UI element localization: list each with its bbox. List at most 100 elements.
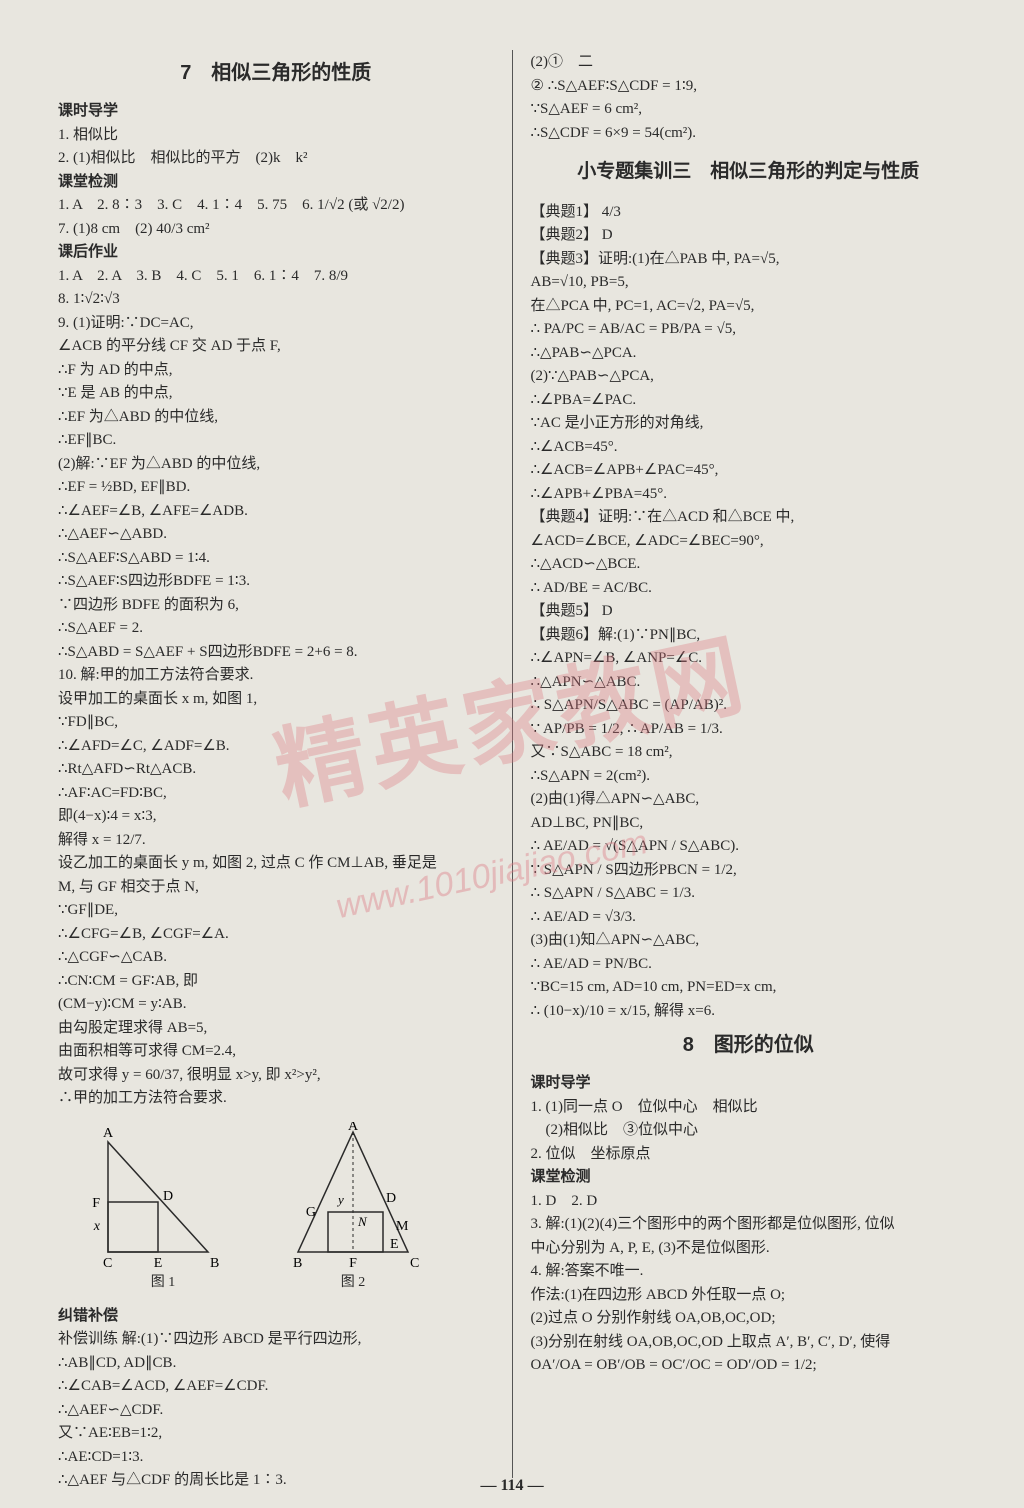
text-line: (2)解:∵EF 为△ABD 的中位线, (58, 453, 494, 476)
text-line: ∴∠CFG=∠B, ∠CGF=∠A. (58, 923, 494, 946)
text-line: 【典题4】证明:∵在△ACD 和△BCE 中, (531, 506, 967, 529)
text-line: ∠ACB 的平分线 CF 交 AD 于点 F, (58, 335, 494, 358)
text-line: ∴△ACD∽△BCE. (531, 553, 967, 576)
svg-text:E: E (154, 1256, 163, 1271)
text-line: ∴ AE/AD = PN/BC. (531, 953, 967, 976)
text-line: 1. A 2. 8∶3 3. C 4. 1∶4 5. 75 6. 1/√2 (或… (58, 194, 494, 217)
text-line: ∴∠AEF=∠B, ∠AFE=∠ADB. (58, 500, 494, 523)
text-line: AD⊥BC, PN∥BC, (531, 812, 967, 835)
text-line: ② ∴S△AEF∶S△CDF = 1∶9, (531, 75, 967, 98)
heading-line: 课时导学 (531, 1072, 967, 1095)
text-line: ∴∠AFD=∠C, ∠ADF=∠B. (58, 735, 494, 758)
svg-text:D: D (386, 1191, 396, 1206)
svg-text:x: x (93, 1219, 101, 1234)
text-line: ∴ AE/AD = √(S△APN / S△ABC). (531, 835, 967, 858)
svg-text:y: y (336, 1192, 344, 1207)
text-line: 7. (1)8 cm (2) 40/3 cm² (58, 218, 494, 241)
text-line: 1. 相似比 (58, 124, 494, 147)
svg-text:A: A (348, 1122, 359, 1134)
text-line: ∴ PA/PC = AB/AC = PB/PA = √5, (531, 318, 967, 341)
svg-text:C: C (410, 1256, 419, 1271)
text-line: ∴AF∶AC=FD∶BC, (58, 782, 494, 805)
svg-text:M: M (396, 1219, 409, 1234)
right-mid: 【典题1】 4/3【典题2】 D【典题3】证明:(1)在△PAB 中, PA=√… (531, 201, 967, 1023)
text-line: ∴S△APN = 2(cm²). (531, 765, 967, 788)
heading-line: 课堂检测 (58, 171, 494, 194)
text-line: ∴△CGF∽△CAB. (58, 946, 494, 969)
text-line: (3)分别在射线 OA,OB,OC,OD 上取点 A′, B′, C′, D′,… (531, 1331, 967, 1354)
fig1-label: 图 1 (88, 1272, 238, 1293)
text-line: ∴S△ABD = S△AEF + S四边形BDFE = 2+6 = 8. (58, 641, 494, 664)
text-line: ∴∠ACB=45°. (531, 436, 967, 459)
text-line: ∴∠PBA=∠PAC. (531, 389, 967, 412)
text-line: 补偿训练 解:(1)∵四边形 ABCD 是平行四边形, (58, 1328, 494, 1351)
text-line: (2)① 二 (531, 51, 967, 74)
text-line: 又∵AE∶EB=1∶2, (58, 1422, 494, 1445)
text-line: OA′/OA = OB′/OB = OC′/OC = OD′/OD = 1/2; (531, 1354, 967, 1377)
text-line: 又∵S△ABC = 18 cm², (531, 741, 967, 764)
text-line: 解得 x = 12/7. (58, 829, 494, 852)
text-line: ∵GF∥DE, (58, 899, 494, 922)
left-body: 课时导学1. 相似比2. (1)相似比 相似比的平方 (2)k k²课堂检测1.… (58, 100, 494, 1110)
text-line: 设甲加工的桌面长 x m, 如图 1, (58, 688, 494, 711)
svg-text:D: D (163, 1189, 173, 1204)
text-line: ∴∠APN=∠B, ∠ANP=∠C. (531, 647, 967, 670)
svg-text:B: B (210, 1256, 219, 1271)
text-line: (2)由(1)得△APN∽△ABC, (531, 788, 967, 811)
text-line: ∴EF 为△ABD 的中位线, (58, 406, 494, 429)
svg-text:F: F (349, 1256, 357, 1271)
text-line: ∵S△AEF = 6 cm², (531, 98, 967, 121)
section-8-title: 8 图形的位似 (531, 1030, 967, 1060)
text-line: 2. 位似 坐标原点 (531, 1143, 967, 1166)
heading-line: 课堂检测 (531, 1166, 967, 1189)
svg-text:B: B (293, 1256, 302, 1271)
text-line: ∴S△AEF∶S四边形BDFE = 1∶3. (58, 570, 494, 593)
section-7-title: 7 相似三角形的性质 (58, 58, 494, 88)
text-line: ∴△APN∽△ABC. (531, 671, 967, 694)
text-line: ∴∠ACB=∠APB+∠PAC=45°, (531, 459, 967, 482)
text-line: (2)过点 O 分别作射线 OA,OB,OC,OD; (531, 1307, 967, 1330)
figure-2: A D G N y M E B F C 图 2 (278, 1122, 428, 1293)
text-line: 1. D 2. D (531, 1190, 967, 1213)
right-column: (2)① 二② ∴S△AEF∶S△CDF = 1∶9,∵S△AEF = 6 cm… (513, 50, 985, 1478)
page-container: 7 相似三角形的性质 课时导学1. 相似比2. (1)相似比 相似比的平方 (2… (40, 50, 984, 1478)
text-line: ∵FD∥BC, (58, 711, 494, 734)
heading-line: 课后作业 (58, 241, 494, 264)
text-line: (CM−y)∶CM = y∶AB. (58, 993, 494, 1016)
text-line: 故可求得 y = 60/37, 很明显 x>y, 即 x²>y², (58, 1064, 494, 1087)
text-line: 即(4−x)∶4 = x∶3, (58, 805, 494, 828)
text-line: 由勾股定理求得 AB=5, (58, 1017, 494, 1040)
text-line: ∴CN∶CM = GF∶AB, 即 (58, 970, 494, 993)
text-line: 【典题2】 D (531, 224, 967, 247)
text-line: 中心分别为 A, P, E, (3)不是位似图形. (531, 1237, 967, 1260)
mini-topic-title: 小专题集训三 相似三角形的判定与性质 (531, 158, 967, 187)
text-line: ∴Rt△AFD∽Rt△ACB. (58, 758, 494, 781)
svg-text:F: F (92, 1196, 100, 1211)
text-line: 【典题1】 4/3 (531, 201, 967, 224)
text-line: ∴△PAB∽△PCA. (531, 342, 967, 365)
heading-line: 纠错补偿 (58, 1305, 494, 1328)
text-line: 3. 解:(1)(2)(4)三个图形中的两个图形都是位似图形, 位似 (531, 1213, 967, 1236)
text-line: 在△PCA 中, PC=1, AC=√2, PA=√5, (531, 295, 967, 318)
text-line: (2)∵△PAB∽△PCA, (531, 365, 967, 388)
heading-line: 课时导学 (58, 100, 494, 123)
figure-1: A F D x C E B 图 1 (88, 1122, 238, 1293)
svg-text:C: C (103, 1256, 112, 1271)
svg-text:E: E (390, 1237, 399, 1252)
text-line: ∴△AEF 与△CDF 的周长比是 1∶3. (58, 1469, 494, 1492)
svg-text:G: G (306, 1205, 316, 1220)
right-top: (2)① 二② ∴S△AEF∶S△CDF = 1∶9,∵S△AEF = 6 cm… (531, 51, 967, 144)
svg-text:N: N (357, 1214, 368, 1229)
text-line: ∴ S△APN / S△ABC = 1/3. (531, 882, 967, 905)
text-line: ∴S△AEF = 2. (58, 617, 494, 640)
left-column: 7 相似三角形的性质 课时导学1. 相似比2. (1)相似比 相似比的平方 (2… (40, 50, 513, 1478)
page-number: 114 (480, 1474, 543, 1498)
text-line: ∠ACD=∠BCE, ∠ADC=∠BEC=90°, (531, 530, 967, 553)
text-line: ∴S△AEF∶S△ABD = 1∶4. (58, 547, 494, 570)
text-line: ∵ S△APN / S四边形PBCN = 1/2, (531, 859, 967, 882)
text-line: 由面积相等可求得 CM=2.4, (58, 1040, 494, 1063)
text-line: ∴ AD/BE = AC/BC. (531, 577, 967, 600)
text-line: 【典题5】 D (531, 600, 967, 623)
text-line: ∴甲的加工方法符合要求. (58, 1087, 494, 1110)
text-line: ∵AC 是小正方形的对角线, (531, 412, 967, 435)
